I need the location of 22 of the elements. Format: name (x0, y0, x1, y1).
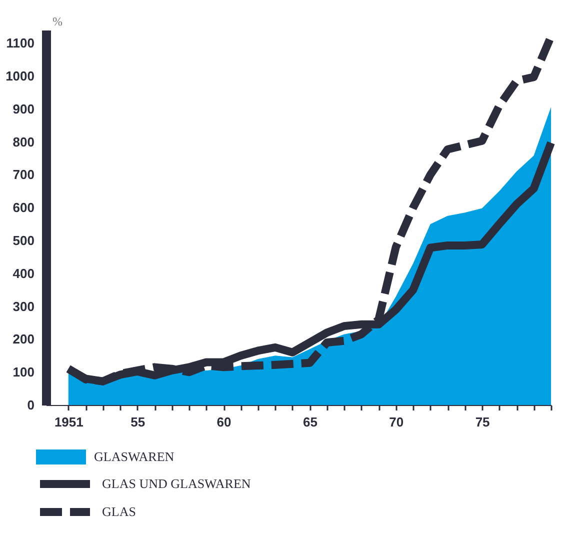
legend-label: GLASWAREN (94, 449, 175, 464)
x-tick-label: 1951 (54, 414, 84, 430)
y-tick-label: 800 (12, 134, 34, 150)
x-tick-label: 55 (130, 414, 146, 430)
x-tick-label: 65 (302, 414, 318, 430)
y-tick-label: 900 (12, 101, 34, 116)
y-tick-label: 500 (12, 233, 34, 248)
y-tick-label: 200 (12, 332, 34, 347)
y-tick-label: 300 (12, 298, 34, 314)
x-tick-label: 70 (389, 414, 404, 430)
legend-label: GLAS (102, 504, 136, 519)
y-tick-label: 600 (12, 200, 34, 216)
y-tick-label: 1100 (6, 36, 34, 51)
x-tick-label: 60 (216, 414, 232, 430)
y-tick-label: 100 (12, 364, 34, 380)
y-tick-label: 400 (12, 266, 34, 281)
y-tick-label: 700 (12, 167, 34, 182)
y-tick-label: 1000 (6, 68, 34, 84)
y-tick-label: 0 (27, 398, 34, 412)
x-tick-label: 75 (475, 414, 490, 430)
y-axis-title: % (52, 14, 62, 28)
legend-label: GLAS UND GLASWAREN (102, 476, 252, 491)
